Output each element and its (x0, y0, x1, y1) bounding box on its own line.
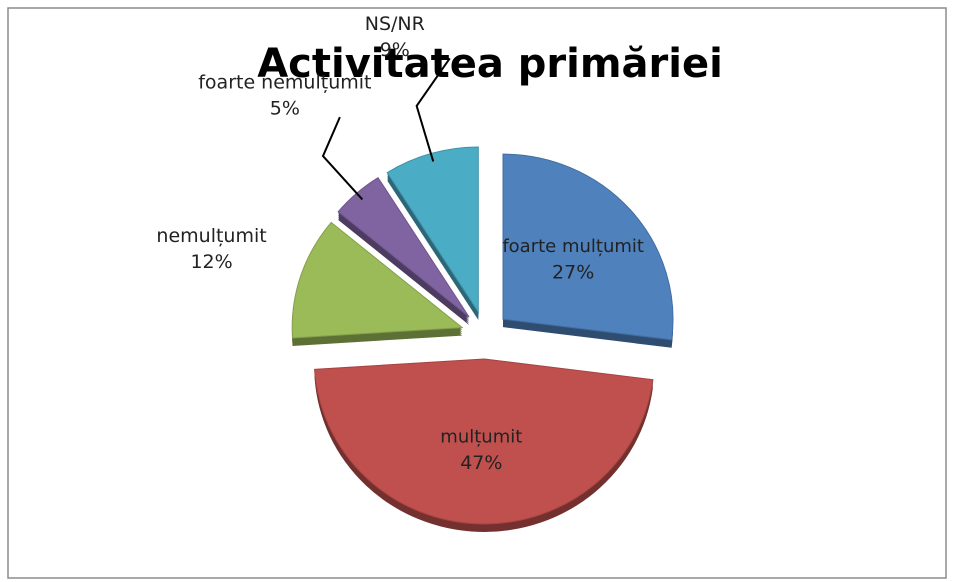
value-label: 12% (190, 251, 232, 273)
value-label: 47% (460, 452, 502, 474)
category-label: foarte nemulțumit (198, 72, 371, 94)
leader-line (321, 116, 364, 201)
category-label: NS/NR (365, 13, 425, 35)
chart-title: Activitatea primăriei (257, 41, 723, 87)
category-label: foarte mulțumit (502, 236, 644, 257)
category-label: mulțumit (440, 427, 522, 448)
slice (314, 358, 654, 525)
value-label: 5% (270, 98, 300, 120)
slice (291, 221, 464, 339)
category-label: nemulțumit (156, 225, 266, 247)
leader-line (415, 57, 451, 162)
value-label: 27% (552, 262, 594, 284)
slice (502, 153, 674, 341)
value-label: 9% (380, 39, 410, 61)
